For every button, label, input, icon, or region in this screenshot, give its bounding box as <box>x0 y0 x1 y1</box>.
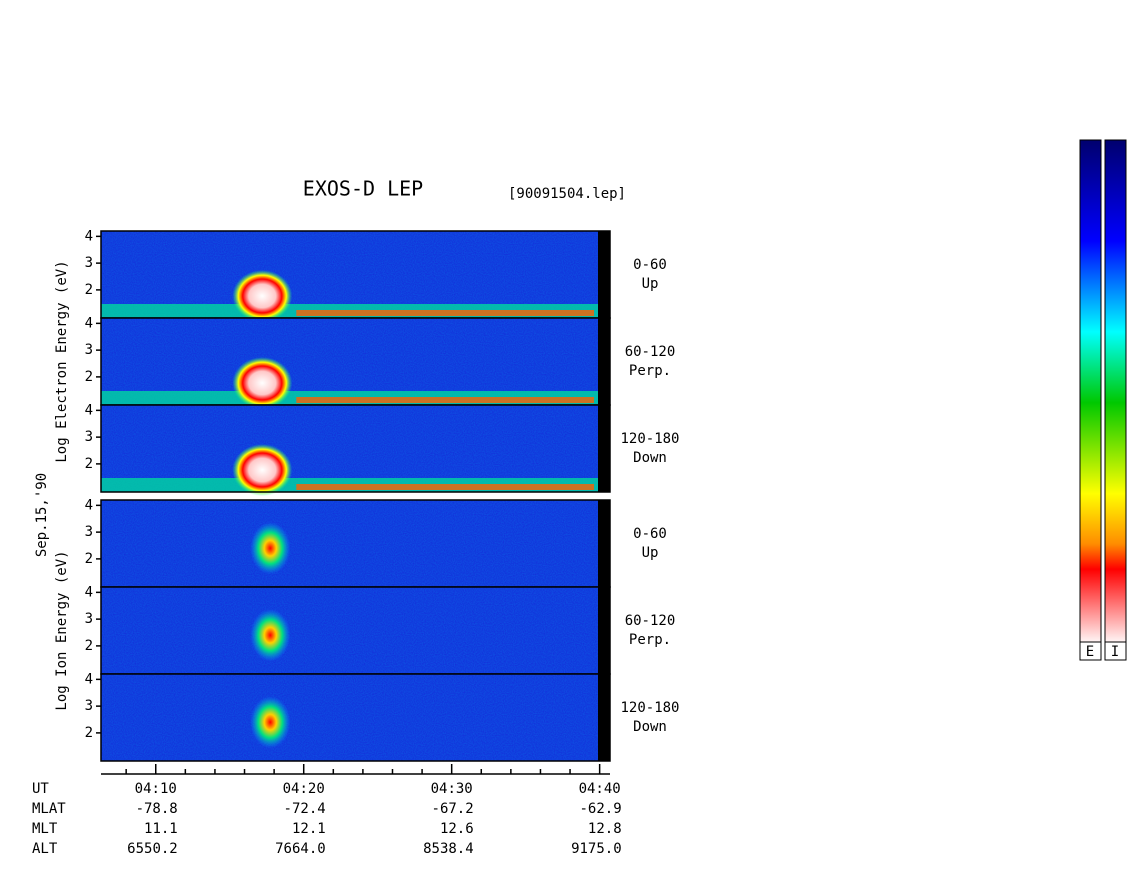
ephemeris-value: 8538.4 <box>423 841 474 857</box>
date-label: Sep.15,'90 <box>34 473 50 557</box>
y-tick-label: 3 <box>85 611 93 627</box>
ephemeris-name: MLAT <box>32 801 66 817</box>
panel-edge <box>598 318 610 405</box>
flux-blob <box>232 444 293 496</box>
panel-frame <box>100 673 611 762</box>
pitch-direction: Up <box>642 276 659 292</box>
y-tick-label: 3 <box>85 524 93 540</box>
pitch-range: 0-60 <box>633 257 667 273</box>
file-label: [90091504.lep] <box>508 186 626 202</box>
y-tick-label: 4 <box>85 228 93 244</box>
flux-blob <box>232 357 293 409</box>
ephemeris-value: -62.9 <box>579 801 621 817</box>
panel-edge <box>598 500 610 587</box>
x-tick-label: 04:10 <box>135 781 177 797</box>
panel-edge <box>598 587 610 674</box>
panel-edge <box>598 405 610 492</box>
y-tick-label: 4 <box>85 402 93 418</box>
ephemeris-value: 11.1 <box>144 821 178 837</box>
ephemeris-name: MLT <box>32 821 58 837</box>
pitch-direction: Up <box>642 545 659 561</box>
y-axis-label: Log Electron Energy (eV) <box>54 260 70 462</box>
colorbar-label: I <box>1111 644 1119 660</box>
y-tick-label: 2 <box>85 551 93 567</box>
pitch-range: 60-120 <box>625 613 676 629</box>
y-tick-label: 3 <box>85 698 93 714</box>
ephemeris-name: UT <box>32 781 49 797</box>
colorbar-label-box <box>1104 641 1127 661</box>
y-tick-label: 4 <box>85 497 93 513</box>
spectrogram-noise <box>101 587 598 674</box>
ephemeris-value: 6550.2 <box>127 841 178 857</box>
y-tick-label: 2 <box>85 282 93 298</box>
ephemeris-value: 12.6 <box>440 821 474 837</box>
pitch-range: 60-120 <box>625 344 676 360</box>
y-tick-label: 2 <box>85 456 93 472</box>
spectrogram-noise <box>101 405 598 492</box>
ephemeris-value: 7664.0 <box>275 841 326 857</box>
colorbar-label-box <box>1079 641 1102 661</box>
flux-blob <box>232 270 293 322</box>
low-energy-band <box>296 397 594 403</box>
ephemeris-value: 12.1 <box>292 821 326 837</box>
flux-blob <box>250 609 291 662</box>
pitch-range: 0-60 <box>633 526 667 542</box>
x-tick-label: 04:30 <box>431 781 473 797</box>
ephemeris-value: -67.2 <box>432 801 474 817</box>
flux-blob <box>250 696 291 749</box>
y-tick-label: 4 <box>85 584 93 600</box>
y-tick-label: 4 <box>85 671 93 687</box>
pitch-direction: Perp. <box>629 363 671 379</box>
pitch-range: 120-180 <box>620 431 679 447</box>
x-tick-label: 04:20 <box>283 781 325 797</box>
low-energy-band <box>296 484 594 490</box>
y-tick-label: 4 <box>85 315 93 331</box>
y-tick-label: 2 <box>85 725 93 741</box>
low-energy-band <box>296 310 594 316</box>
colorbar <box>1104 139 1127 646</box>
ephemeris-value: -78.8 <box>136 801 178 817</box>
y-tick-label: 3 <box>85 342 93 358</box>
spectrogram-noise <box>101 674 598 761</box>
spectrogram-noise <box>101 500 598 587</box>
chart-title: EXOS-D LEP <box>303 177 423 201</box>
y-tick-label: 3 <box>85 429 93 445</box>
pitch-direction: Down <box>633 719 667 735</box>
panel-edge <box>598 674 610 761</box>
y-axis-label: Log Ion Energy (eV) <box>54 550 70 710</box>
ephemeris-value: 9175.0 <box>571 841 622 857</box>
y-tick-label: 3 <box>85 255 93 271</box>
y-tick-label: 2 <box>85 369 93 385</box>
spectrogram-noise <box>101 318 598 405</box>
pitch-range: 120-180 <box>620 700 679 716</box>
pitch-direction: Perp. <box>629 632 671 648</box>
spectrogram-noise <box>101 231 598 318</box>
panel-frame <box>100 404 611 493</box>
panel-edge <box>598 231 610 318</box>
ephemeris-value: -72.4 <box>284 801 326 817</box>
colorbar-label: E <box>1086 644 1094 660</box>
flux-blob <box>250 522 291 575</box>
ephemeris-name: ALT <box>32 841 58 857</box>
pitch-direction: Down <box>633 450 667 466</box>
x-tick-label: 04:40 <box>579 781 621 797</box>
ephemeris-value: 12.8 <box>588 821 622 837</box>
y-tick-label: 2 <box>85 638 93 654</box>
colorbar <box>1079 139 1102 646</box>
